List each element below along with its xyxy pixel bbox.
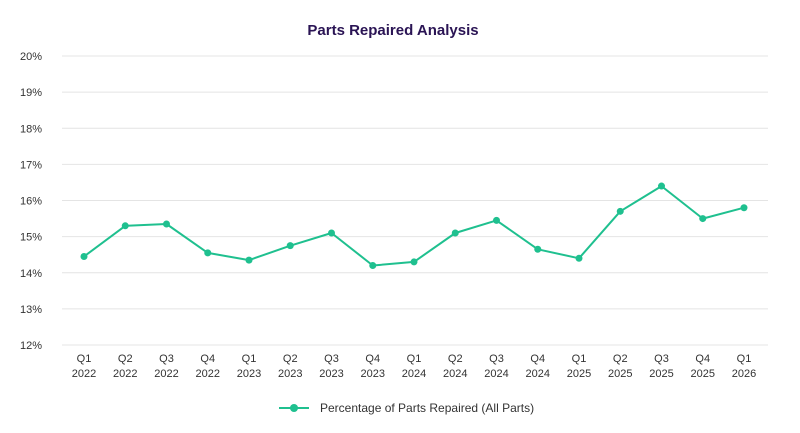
data-point[interactable] xyxy=(575,254,583,262)
x-tick-label: Q3 2024 xyxy=(484,353,508,380)
data-point[interactable] xyxy=(204,249,212,257)
x-tick-label: Q1 2022 xyxy=(72,353,96,380)
data-point[interactable] xyxy=(410,258,418,266)
data-point[interactable] xyxy=(286,242,294,250)
data-point[interactable] xyxy=(80,252,88,260)
data-point[interactable] xyxy=(369,262,377,270)
data-point[interactable] xyxy=(328,229,335,237)
y-axis-ticks: 12% 13% 14% 15% 16% 17% 18% 19% 20% xyxy=(20,51,42,352)
x-axis-ticks: Q1 2022 Q2 2022 Q3 2022 Q4 2022 Q1 2023 Q2 2023 Q3 20… xyxy=(72,353,756,380)
x-tick-label: Q2 2025 xyxy=(608,353,632,380)
series-line xyxy=(83,185,745,267)
data-point[interactable] xyxy=(699,215,707,223)
x-tick-label: Q4 2022 xyxy=(196,353,220,380)
y-tick-label: 14% xyxy=(20,268,42,280)
data-point[interactable] xyxy=(245,256,253,264)
y-tick-label: 19% xyxy=(20,87,42,99)
y-tick-label: 18% xyxy=(20,123,42,135)
x-tick-label: Q3 2025 xyxy=(649,353,673,380)
y-tick-label: 17% xyxy=(20,159,42,171)
legend-swatch-marker xyxy=(290,404,298,412)
y-tick-label: 16% xyxy=(20,196,42,208)
x-tick-label: Q2 2023 xyxy=(278,353,302,380)
x-tick-label: Q2 2024 xyxy=(443,353,467,380)
data-point[interactable] xyxy=(616,207,624,215)
grid-lines xyxy=(62,55,768,346)
data-point[interactable] xyxy=(451,229,459,237)
data-point[interactable] xyxy=(493,216,500,224)
x-tick-label: Q1 2025 xyxy=(567,353,591,380)
y-tick-label: 13% xyxy=(20,304,42,316)
x-tick-label: Q3 2022 xyxy=(154,353,178,380)
x-tick-label: Q1 2026 xyxy=(732,353,756,380)
x-tick-label: Q3 2023 xyxy=(319,353,343,380)
data-point[interactable] xyxy=(658,182,665,190)
x-tick-label: Q1 2024 xyxy=(402,353,426,380)
y-tick-label: 20% xyxy=(20,51,42,63)
x-tick-label: Q1 2023 xyxy=(237,353,261,380)
y-tick-label: 12% xyxy=(20,340,42,352)
x-tick-label: Q4 2025 xyxy=(691,353,715,380)
data-point[interactable] xyxy=(740,204,748,212)
legend[interactable]: Percentage of Parts Repaired (All Parts) xyxy=(279,401,534,415)
data-point[interactable] xyxy=(121,222,129,230)
data-point[interactable] xyxy=(534,245,542,253)
y-tick-label: 15% xyxy=(20,232,42,244)
series-group xyxy=(80,182,748,270)
legend-label: Percentage of Parts Repaired (All Parts) xyxy=(320,401,534,415)
chart-title: Parts Repaired Analysis xyxy=(307,22,478,39)
data-point[interactable] xyxy=(163,220,170,228)
x-tick-label: Q4 2024 xyxy=(526,353,550,380)
x-tick-label: Q2 2022 xyxy=(113,353,137,380)
x-tick-label: Q4 2023 xyxy=(361,353,385,380)
